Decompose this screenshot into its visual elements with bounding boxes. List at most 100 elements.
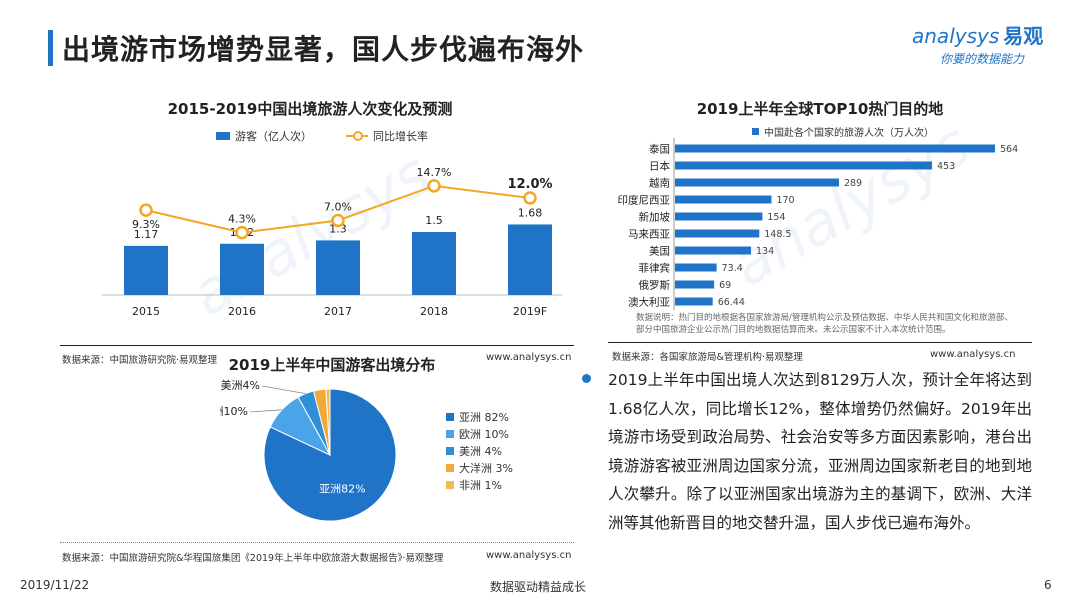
legend-swatch xyxy=(446,480,454,489)
growth-value-label: 7.0% xyxy=(324,201,352,214)
title-accent-bar xyxy=(48,30,53,66)
page-number: 6 xyxy=(1044,578,1052,592)
bar xyxy=(316,240,360,295)
footer-date: 2019/11/22 xyxy=(20,578,90,592)
growth-value-label: 14.7% xyxy=(417,166,452,179)
growth-point xyxy=(331,213,345,228)
legend-swatch xyxy=(446,446,454,455)
bar-value-label: 1.5 xyxy=(425,214,443,227)
legend-swatch xyxy=(446,412,454,421)
growth-point xyxy=(427,179,441,193)
legend-label: 欧洲 10% xyxy=(459,427,509,441)
logo-wordmark: analysys 易观 xyxy=(912,24,1044,48)
bar xyxy=(220,243,264,295)
bar-value-label: 564 xyxy=(1000,144,1018,155)
pie-divider xyxy=(60,542,574,543)
summary-block: 2019上半年中国出境人次达到8129万人次，预计全年将达到1.68亿人次，同比… xyxy=(582,366,1032,537)
growth-value-label: 4.3% xyxy=(228,213,256,226)
trend-divider xyxy=(60,345,574,346)
bar xyxy=(675,280,715,289)
bar-value-label: 1.17 xyxy=(134,228,159,241)
top10-legend: 中国赴各个国家的旅游人次（万人次） xyxy=(752,124,934,139)
bar xyxy=(675,212,763,221)
analysys-logo: analysys 易观 你要的数据能力 xyxy=(912,20,1062,70)
bar-value-label: 453 xyxy=(937,161,955,172)
page-title: 出境游市场增势显著，国人步伐遍布海外 xyxy=(62,33,585,66)
top10-source: 数据来源：各国家旅游局&管理机构·易观整理 xyxy=(612,352,803,363)
x-tick-label: 2016 xyxy=(228,305,256,318)
bar-value-label: 66.44 xyxy=(718,297,745,308)
trend-chart: 1.1720151.2220161.320171.520181.682019F9… xyxy=(102,166,562,318)
x-tick-label: 2019F xyxy=(513,305,547,318)
bar-value-label: 148.5 xyxy=(764,229,791,240)
legend-label: 大洋洲 3% xyxy=(459,461,513,475)
legend-label: 非洲 1% xyxy=(459,478,502,492)
footer-slogan: 数据驱动精益成长 xyxy=(490,580,587,594)
legend-swatch xyxy=(446,429,454,438)
bar xyxy=(508,224,552,295)
growth-point xyxy=(523,191,537,205)
pie-legend-item: 大洋洲 3% xyxy=(446,459,513,476)
category-label: 越南 xyxy=(649,177,670,190)
summary-text: 2019上半年中国出境人次达到8129万人次，预计全年将达到1.68亿人次，同比… xyxy=(608,371,1032,532)
pie-slice xyxy=(325,388,331,456)
pie-legend-item: 亚洲 82% xyxy=(446,408,513,425)
category-label: 马来西亚 xyxy=(628,229,670,241)
bar-value-label: 1.68 xyxy=(518,206,543,219)
bar xyxy=(675,229,760,238)
pie-url: www.analysys.cn xyxy=(486,550,572,561)
leader-line xyxy=(249,409,282,413)
category-label: 俄罗斯 xyxy=(639,279,671,292)
trend-url: www.analysys.cn xyxy=(486,352,572,363)
bar xyxy=(675,297,713,306)
pie-chart-title: 2019上半年中国游客出境分布 xyxy=(228,356,436,374)
trend-legend: 游客（亿人次） 同比增长率 xyxy=(216,128,428,144)
legend-swatch xyxy=(446,463,454,472)
growth-point xyxy=(235,225,249,240)
top10-url: www.analysys.cn xyxy=(930,349,1016,360)
bar xyxy=(675,246,752,255)
category-label: 泰国 xyxy=(649,143,670,156)
x-tick-label: 2017 xyxy=(324,305,352,318)
trend-source: 数据来源：中国旅游研究院·易观整理 xyxy=(62,355,218,366)
bar xyxy=(124,245,168,295)
growth-point xyxy=(139,203,153,217)
bar xyxy=(412,232,456,295)
growth-value-label: 12.0% xyxy=(507,177,552,192)
pie-legend: 亚洲 82% 欧洲 10% 美洲 4% 大洋洲 3% 非洲 1% xyxy=(446,408,513,493)
x-tick-label: 2015 xyxy=(132,305,160,318)
slice-label: 美洲4% xyxy=(221,379,260,392)
category-label: 澳大利亚 xyxy=(628,296,670,309)
top10-chart-title: 2019上半年全球TOP10热门目的地 xyxy=(696,100,944,118)
bar xyxy=(675,144,995,153)
bar-value-label: 69 xyxy=(719,280,731,291)
legend-label: 美洲 4% xyxy=(459,444,502,458)
pie-legend-item: 非洲 1% xyxy=(446,476,513,493)
bar-value-label: 289 xyxy=(844,178,862,189)
pie-legend-item: 美洲 4% xyxy=(446,442,513,459)
pie-legend-item: 欧洲 10% xyxy=(446,425,513,442)
x-tick-label: 2018 xyxy=(420,305,448,318)
category-label: 印度尼西亚 xyxy=(618,194,671,207)
category-label: 美国 xyxy=(649,245,670,258)
line-swatch xyxy=(346,131,368,141)
top10-note: 数据说明：热门目的地根据各国家旅游局/管理机构公示及预估数据、中华人民共和国文化… xyxy=(636,313,1013,335)
bar xyxy=(675,161,933,170)
bar-value-label: 134 xyxy=(756,246,774,257)
bar-value-label: 1.3 xyxy=(329,222,347,235)
logo-slogan: 你要的数据能力 xyxy=(940,52,1025,66)
legend-label: 亚洲 82% xyxy=(459,410,509,424)
bar xyxy=(675,178,839,187)
category-label: 菲律宾 xyxy=(639,262,671,275)
bar-value-label: 170 xyxy=(776,195,794,206)
bar xyxy=(675,263,717,272)
pie-source: 数据来源：中国旅游研究院&华程国旅集团《2019年上半年中欧旅游大数据报告》·易… xyxy=(62,553,444,564)
top10-chart: 泰国 564 日本 453 越南 289 印度尼西亚 170 新加坡 154 马来西亚 148.5 美国… xyxy=(618,138,1018,310)
bar xyxy=(675,195,772,204)
category-label: 新加坡 xyxy=(639,211,671,224)
bar-value-label: 73.4 xyxy=(722,263,743,274)
top10-divider xyxy=(608,342,1032,343)
bar-swatch xyxy=(216,132,230,140)
slice-label: 亚洲82% xyxy=(319,483,365,496)
